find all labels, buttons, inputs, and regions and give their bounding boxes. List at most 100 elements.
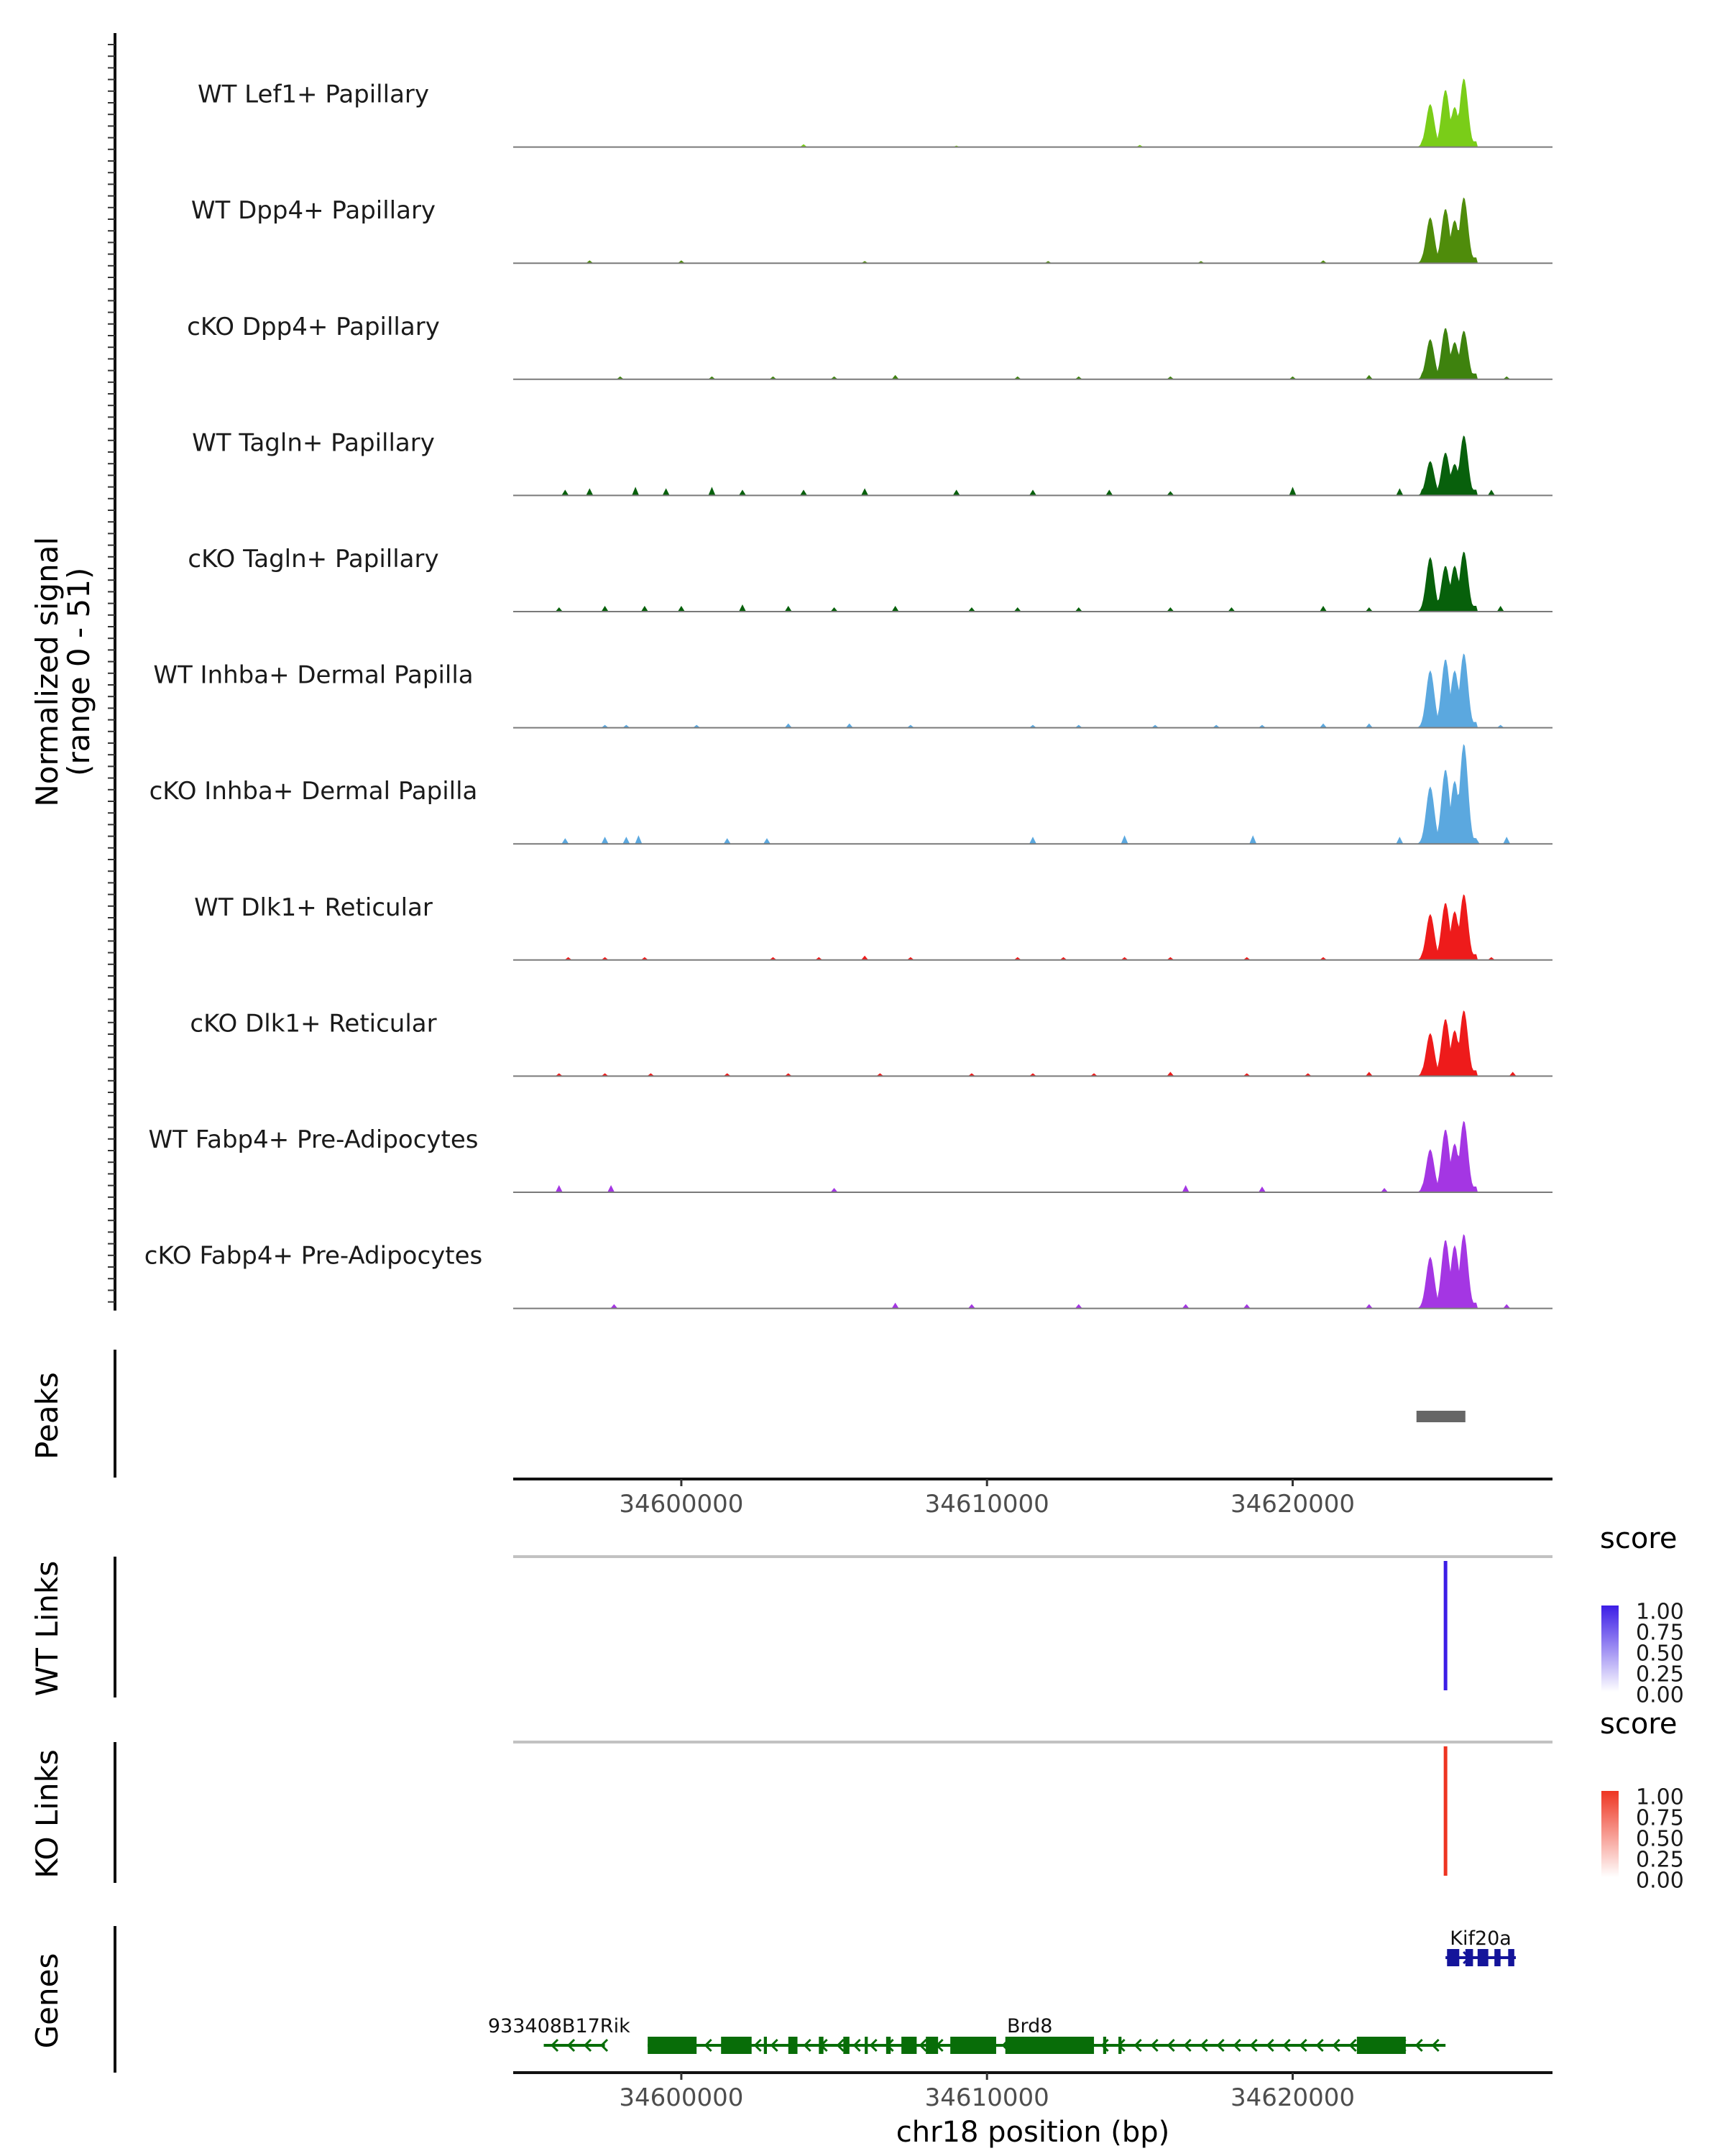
coverage-track-label: WT Tagln+ Papillary <box>192 428 435 457</box>
coverage-background-peak <box>635 835 643 844</box>
coverage-background-peak <box>640 606 648 612</box>
coverage-background-peak <box>1029 489 1036 496</box>
gene-4933408b17rik: 933408B17Rik <box>488 2015 630 2053</box>
gene-exon <box>865 2037 868 2054</box>
coverage-background-peak <box>1320 723 1328 728</box>
coverage-signal-area <box>513 78 1552 147</box>
gene-exon <box>843 2037 850 2054</box>
wt-links-legend-title: score <box>1600 1522 1677 1555</box>
score-legend-label: 0.75 <box>1636 1806 1684 1831</box>
coverage-track-cko-tagln-papillary: cKO Tagln+ Papillary <box>188 545 1552 612</box>
coverage-signal-area <box>513 744 1552 844</box>
coverage-track-label: WT Fabp4+ Pre-Adipocytes <box>149 1125 479 1154</box>
coverage-background-peak <box>1320 606 1328 612</box>
gene-strand-arrow <box>566 2038 576 2053</box>
score-legend-colorbar <box>1601 1791 1619 1877</box>
coverage-background-peak <box>784 606 792 612</box>
gene-exon <box>763 2037 767 2054</box>
coverage-background-peak <box>861 488 869 496</box>
coverage-background-peak <box>1503 837 1511 844</box>
score-legend-label: 0.25 <box>1636 1848 1684 1873</box>
gene-exon <box>721 2037 752 2054</box>
coverage-background-peak <box>738 604 746 612</box>
coverage-background-peak <box>891 606 899 612</box>
score-legend-label: 0.25 <box>1636 1662 1684 1687</box>
coverage-background-peak <box>952 489 960 496</box>
peaks-track: Peaks <box>29 1350 1466 1478</box>
coverage-background-peak <box>1228 607 1236 612</box>
coverage-track-label: WT Lef1+ Papillary <box>198 80 429 109</box>
coverage-track-wt-dlk1-reticular: WT Dlk1+ Reticular <box>194 893 1552 961</box>
coverage-background-peak <box>891 1302 899 1309</box>
coverage-track-wt-dpp4-papillary: WT Dpp4+ Papillary <box>191 196 1552 264</box>
coverage-signal-area <box>513 197 1552 264</box>
coverage-background-peak <box>1396 837 1404 844</box>
genes-track-label: Genes <box>29 1953 65 2049</box>
coverage-background-peak <box>784 723 792 728</box>
gene-exon <box>788 2037 798 2054</box>
coverage-background-peak <box>610 1304 618 1309</box>
peaks-track-label: Peaks <box>29 1372 65 1460</box>
coverage-background-peak <box>1472 838 1480 844</box>
coverage-track-wt-tagln-papillary: WT Tagln+ Papillary <box>192 428 1552 497</box>
coverage-background-peak <box>607 1185 615 1192</box>
coverage-background-peak <box>586 488 594 496</box>
gene-strand-arrow <box>550 2038 559 2053</box>
coverage-background-peak <box>738 489 746 496</box>
coverage-y-axis-range-label: (range 0 - 51) <box>61 568 96 776</box>
score-legend-label: 1.00 <box>1636 1785 1684 1810</box>
gene-exon <box>1118 2037 1122 2054</box>
coverage-tracks: WT Lef1+ Papillary WT Dpp4+ Papillary cKO … <box>144 78 1552 1309</box>
gene-strand-arrow <box>1348 2038 1357 2053</box>
coverage-background-peak <box>845 723 853 728</box>
coverage-track-wt-inhba-dermal-papilla: WT Inhba+ Dermal Papilla <box>153 653 1552 729</box>
coverage-background-peak <box>561 838 569 844</box>
coverage-background-peak <box>601 837 609 844</box>
coverage-background-peak <box>1365 1304 1373 1309</box>
gene-strand-arrow <box>753 2038 762 2053</box>
coverage-background-peak <box>1167 491 1174 496</box>
position-axis-bottom: chr18 position (bp) 34600000 34610000 3462… <box>513 2071 1552 2149</box>
gene-exon <box>1356 2037 1406 2054</box>
ko-links-track-label: KO Links <box>29 1749 65 1879</box>
coverage-signal-area <box>513 1010 1552 1077</box>
links-tracks: WT Links score KO Links score 1.000.750.… <box>29 1522 1684 1894</box>
coverage-background-peak <box>622 837 630 844</box>
gene-exon <box>1494 1949 1501 1966</box>
coverage-background-peak <box>1289 487 1297 496</box>
coverage-background-peak <box>1243 1304 1251 1309</box>
coverage-background-peak <box>1258 1187 1266 1192</box>
gene-exon <box>1508 1949 1514 1966</box>
coverage-background-peak <box>1182 1304 1190 1309</box>
coverage-background-peak <box>1167 607 1174 612</box>
wt-links-track-label: WT Links <box>29 1561 65 1696</box>
gene-strand-arrow <box>1183 2038 1192 2053</box>
coverage-signal-area <box>513 1120 1552 1192</box>
gene-exon <box>901 2037 917 2054</box>
score-legend-label: 0.75 <box>1636 1621 1684 1646</box>
coverage-signal-area <box>513 1234 1552 1309</box>
score-legend-label: 0.00 <box>1636 1869 1684 1894</box>
coverage-background-peak <box>1075 1304 1082 1309</box>
ko-links-legend-title: score <box>1600 1708 1677 1741</box>
coverage-background-peak <box>1105 489 1113 496</box>
gene-strand-arrow <box>1249 2038 1258 2053</box>
coverage-background-peak <box>967 1304 975 1309</box>
coverage-track-label: WT Dlk1+ Reticular <box>194 893 433 922</box>
score-legend-label: 0.50 <box>1636 1827 1684 1852</box>
position-axis-top: 34600000 34610000 34620000 <box>513 1478 1552 1519</box>
coverage-track-label: cKO Inhba+ Dermal Papilla <box>150 777 478 806</box>
coverage-track-wt-fabp4-pre-adipocytes: WT Fabp4+ Pre-Adipocytes <box>149 1120 1552 1193</box>
coverage-background-peak <box>1182 1185 1190 1192</box>
coverage-track-cko-dpp4-papillary: cKO Dpp4+ Papillary <box>187 313 1552 380</box>
gene-strand-arrow <box>1133 2038 1142 2053</box>
gene-exon <box>819 2037 824 2054</box>
x-axis-title: chr18 position (bp) <box>896 2116 1170 2149</box>
coverage-signal-area <box>513 551 1552 612</box>
gene-strand-arrow <box>852 2038 861 2053</box>
coverage-background-peak <box>708 487 716 496</box>
gene-exon <box>886 2037 891 2054</box>
coverage-track-cko-fabp4-pre-adipocytes: cKO Fabp4+ Pre-Adipocytes <box>144 1234 1552 1309</box>
coverage-background-peak <box>1013 607 1021 612</box>
